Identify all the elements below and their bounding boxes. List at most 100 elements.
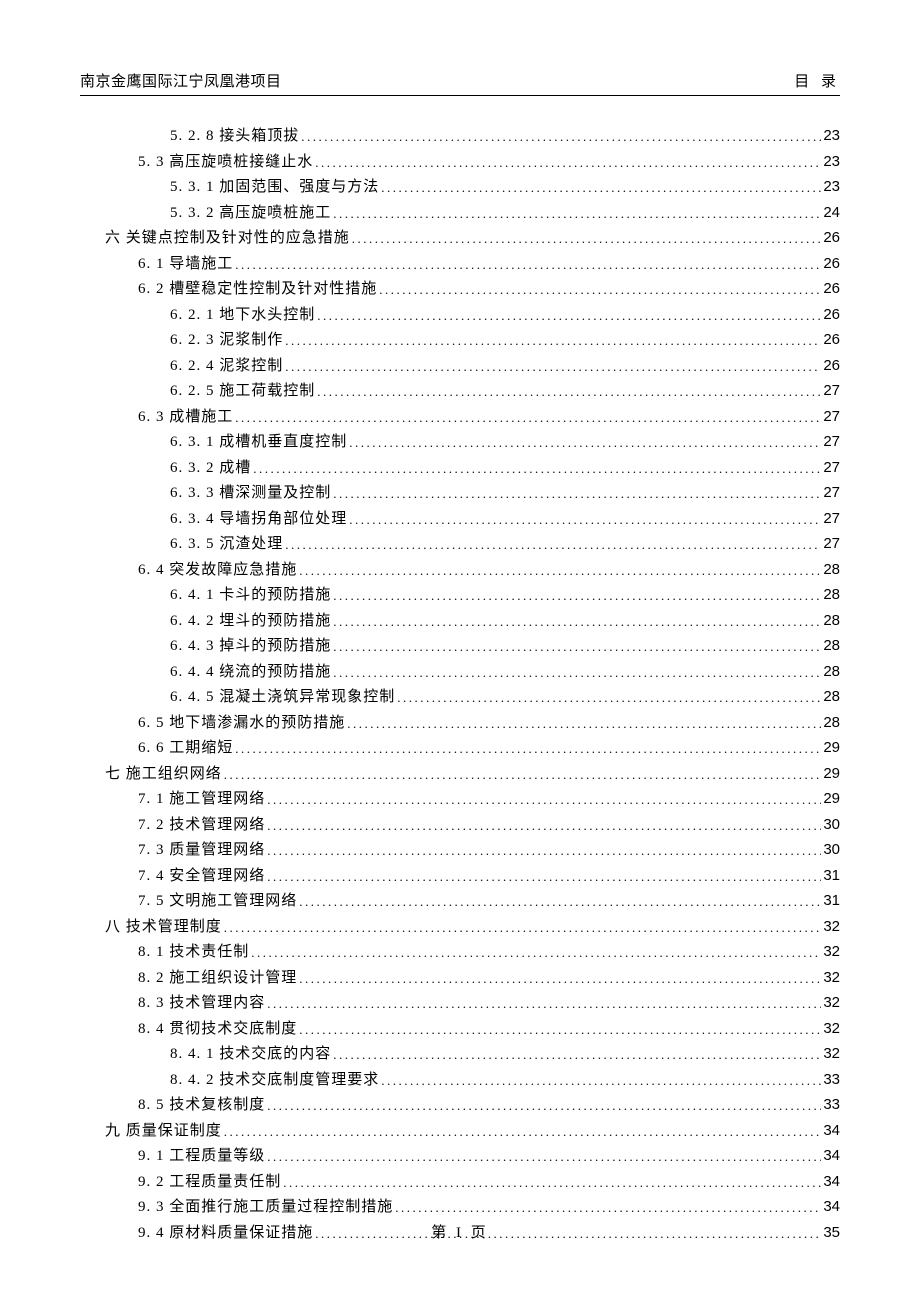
- toc-leader-dots: [317, 306, 821, 327]
- toc-entry-text: 5. 2. 8 接头箱顶拔: [170, 124, 299, 148]
- toc-entry-page: 26: [823, 328, 840, 352]
- toc-entry: 6. 2. 1 地下水头控制 26: [80, 303, 840, 327]
- toc-entry-page: 34: [823, 1144, 840, 1168]
- toc-entry-page: 26: [823, 354, 840, 378]
- toc-entry: 6. 3. 5 沉渣处理27: [80, 532, 840, 556]
- toc-entry-page: 27: [823, 405, 840, 429]
- toc-entry: 8. 3 技术管理内容32: [80, 991, 840, 1015]
- toc-entry-text: 8. 1 技术责任制: [138, 940, 249, 964]
- toc-entry-page: 23: [823, 150, 840, 174]
- toc-leader-dots: [235, 408, 821, 429]
- toc-entry-page: 34: [823, 1195, 840, 1219]
- toc-leader-dots: [395, 1198, 821, 1219]
- toc-entry-page: 29: [823, 736, 840, 760]
- toc-entry-page: 27: [823, 379, 840, 403]
- toc-entry-page: 34: [823, 1119, 840, 1143]
- toc-entry: 7. 1 施工管理网络29: [80, 787, 840, 811]
- toc-leader-dots: [267, 1096, 821, 1117]
- toc-entry-text: 6. 2. 3 泥浆制作: [170, 328, 283, 352]
- toc-leader-dots: [352, 229, 822, 250]
- toc-entry-text: 6. 3 成槽施工: [138, 405, 233, 429]
- toc-entry: 七 施工组织网络29: [80, 762, 840, 786]
- toc-entry-text: 7. 2 技术管理网络: [138, 813, 265, 837]
- toc-entry-page: 32: [823, 1042, 840, 1066]
- toc-entry: 6. 4. 5 混凝土浇筑异常现象控制28: [80, 685, 840, 709]
- toc-entry-text: 6. 3. 1 成槽机垂直度控制: [170, 430, 347, 454]
- toc-entry: 8. 4 贯彻技术交底制度32: [80, 1017, 840, 1041]
- toc-entry-text: 7. 4 安全管理网络: [138, 864, 265, 888]
- toc-entry-page: 27: [823, 507, 840, 531]
- toc-entry-page: 28: [823, 685, 840, 709]
- toc-leader-dots: [381, 178, 821, 199]
- toc-entry-text: 6. 5 地下墙渗漏水的预防措施: [138, 711, 345, 735]
- toc-entry-text: 5. 3. 1 加固范围、强度与方法: [170, 175, 379, 199]
- toc-leader-dots: [379, 280, 821, 301]
- toc-leader-dots: [317, 382, 821, 403]
- toc-entry-page: 33: [823, 1068, 840, 1092]
- toc-entry-text: 5. 3. 2 高压旋喷桩施工: [170, 201, 331, 225]
- toc-entry-page: 30: [823, 838, 840, 862]
- toc-entry: 6. 1 导墙施工26: [80, 252, 840, 276]
- toc-leader-dots: [267, 841, 821, 862]
- toc-entry: 6. 3 成槽施工 27: [80, 405, 840, 429]
- toc-entry-page: 32: [823, 940, 840, 964]
- toc-entry-text: 9. 3 全面推行施工质量过程控制措施: [138, 1195, 393, 1219]
- header-title: 南京金鹰国际江宁凤凰港项目: [80, 70, 282, 91]
- toc-leader-dots: [285, 357, 821, 378]
- toc-entry-text: 6. 2. 1 地下水头控制: [170, 303, 315, 327]
- toc-leader-dots: [267, 994, 821, 1015]
- toc-leader-dots: [397, 688, 821, 709]
- toc-leader-dots: [267, 1147, 821, 1168]
- toc-entry-text: 9. 1 工程质量等级: [138, 1144, 265, 1168]
- toc-entry-text: 7. 1 施工管理网络: [138, 787, 265, 811]
- toc-entry-page: 26: [823, 277, 840, 301]
- toc-entry-text: 8. 4. 1 技术交底的内容: [170, 1042, 331, 1066]
- toc-entry: 6. 4. 4 绕流的预防措施28: [80, 660, 840, 684]
- toc-entry: 9. 1 工程质量等级 34: [80, 1144, 840, 1168]
- toc-entry: 8. 1 技术责任制 32: [80, 940, 840, 964]
- toc-entry-text: 6. 4. 3 掉斗的预防措施: [170, 634, 331, 658]
- toc-entry: 8. 2 施工组织设计管理32: [80, 966, 840, 990]
- toc-leader-dots: [224, 918, 822, 939]
- toc-leader-dots: [333, 637, 821, 658]
- toc-entry: 8. 4. 2 技术交底制度管理要求33: [80, 1068, 840, 1092]
- toc-entry-text: 9. 2 工程质量责任制: [138, 1170, 281, 1194]
- toc-entry-page: 33: [823, 1093, 840, 1117]
- toc-entry-page: 32: [823, 991, 840, 1015]
- toc-leader-dots: [299, 1020, 821, 1041]
- toc-entry-text: 6. 4 突发故障应急措施: [138, 558, 297, 582]
- toc-entry: 九 质量保证制度34: [80, 1119, 840, 1143]
- toc-entry-text: 5. 3 高压旋喷桩接缝止水: [138, 150, 313, 174]
- toc-leader-dots: [267, 816, 821, 837]
- toc-entry: 8. 5 技术复核制度 33: [80, 1093, 840, 1117]
- toc-leader-dots: [299, 892, 821, 913]
- toc-leader-dots: [267, 867, 821, 888]
- toc-entry: 7. 4 安全管理网络31: [80, 864, 840, 888]
- toc-leader-dots: [299, 561, 821, 582]
- toc-entry: 6. 2. 4 泥浆控制26: [80, 354, 840, 378]
- toc-entry: 7. 3 质量管理网络 30: [80, 838, 840, 862]
- toc-entry-page: 23: [823, 124, 840, 148]
- toc-leader-dots: [251, 943, 821, 964]
- toc-entry-page: 28: [823, 558, 840, 582]
- toc-entry-text: 7. 3 质量管理网络: [138, 838, 265, 862]
- toc-entry-page: 30: [823, 813, 840, 837]
- toc-entry: 6. 4. 1 卡斗的预防措施28: [80, 583, 840, 607]
- toc-entry-page: 27: [823, 532, 840, 556]
- toc-entry-text: 6. 2. 5 施工荷载控制: [170, 379, 315, 403]
- toc-entry-text: 8. 5 技术复核制度: [138, 1093, 265, 1117]
- toc-entry: 7. 2 技术管理网络 30: [80, 813, 840, 837]
- toc-entry-text: 8. 4 贯彻技术交底制度: [138, 1017, 297, 1041]
- header-section: 目 录: [794, 70, 840, 91]
- toc-entry: 5. 3. 1 加固范围、强度与方法23: [80, 175, 840, 199]
- toc-leader-dots: [349, 433, 821, 454]
- toc-entry: 6. 3. 4 导墙拐角部位处理27: [80, 507, 840, 531]
- toc-entry-page: 27: [823, 430, 840, 454]
- document-page: 南京金鹰国际江宁凤凰港项目 目 录 5. 2. 8 接头箱顶拔 23 5. 3 高压…: [0, 0, 920, 1306]
- toc-entry-page: 28: [823, 609, 840, 633]
- toc-entry-page: 26: [823, 303, 840, 327]
- toc-entry: 6. 3. 2 成槽27: [80, 456, 840, 480]
- table-of-contents: 5. 2. 8 接头箱顶拔235. 3 高压旋喷桩接缝止水235. 3. 1 加…: [80, 124, 840, 1245]
- toc-entry-page: 28: [823, 634, 840, 658]
- toc-leader-dots: [267, 790, 821, 811]
